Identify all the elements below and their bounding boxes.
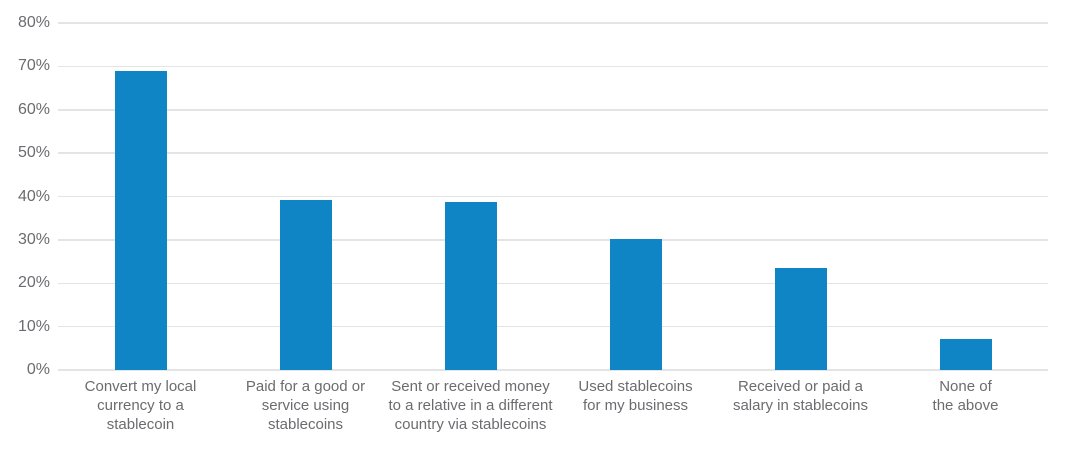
bar-1 <box>114 70 167 370</box>
gridline <box>58 369 1048 371</box>
gridline <box>58 65 1048 68</box>
y-axis-tick-label: 80% <box>17 14 50 31</box>
gridline <box>58 195 1048 198</box>
bar-4 <box>609 239 662 370</box>
bar-6 <box>939 338 992 370</box>
gridline <box>58 22 1048 24</box>
x-axis-label: Received or paid a salary in stablecoins <box>732 378 869 414</box>
y-axis-tick-label: 60% <box>17 100 50 118</box>
y-axis-tick-label: 70% <box>17 57 50 75</box>
y-axis-tick-label: 20% <box>17 274 50 292</box>
x-axis-label: Used stablecoins for my business <box>578 378 693 414</box>
x-axis-label: None of the above <box>932 378 999 414</box>
gridline <box>58 152 1048 154</box>
bar-2 <box>279 199 332 370</box>
y-axis-tick-label: 0% <box>26 361 50 378</box>
y-axis-tick-label: 40% <box>17 187 50 205</box>
bar-3 <box>444 201 497 370</box>
x-axis-label: Paid for a good or service using stablec… <box>245 378 366 433</box>
gridline <box>58 325 1048 328</box>
gridline <box>58 239 1048 241</box>
x-axis-label: Sent or received money to a relative in … <box>388 378 553 433</box>
x-axis-label: Convert my local currency to a stablecoi… <box>84 378 197 433</box>
y-axis-tick-label: 10% <box>17 317 50 335</box>
gridline <box>58 282 1048 284</box>
bar-5 <box>774 268 827 370</box>
y-axis-tick-label: 30% <box>17 230 50 248</box>
y-axis-tick-label: 50% <box>17 144 50 162</box>
gridline <box>58 109 1048 111</box>
